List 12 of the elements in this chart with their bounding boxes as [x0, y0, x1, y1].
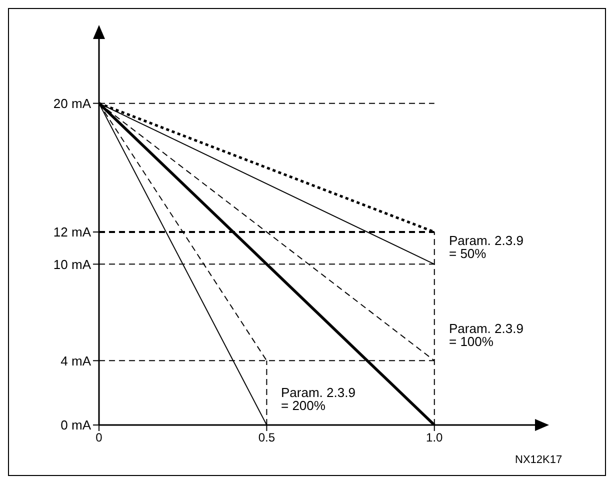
annotation: Param. 2.3.9 = 100%: [449, 321, 524, 349]
y-tick-label: 4 mA: [60, 353, 92, 368]
y-tick-label: 12 mA: [53, 224, 92, 240]
text: NX12K17: [515, 454, 562, 466]
y-tick-label: 10 mA: [53, 256, 92, 272]
y-tick-label: 0 mA: [60, 418, 92, 433]
x-tick-label: 1.0: [426, 430, 444, 445]
x-tick-label: 0: [96, 430, 103, 445]
annotation: Param. 2.3.9 = 50%: [449, 233, 524, 261]
annotation: Param. 2.3.9 = 200%: [281, 385, 356, 413]
x-tick-label: 0.5: [258, 430, 276, 445]
y-tick-label: 20 mA: [53, 96, 92, 111]
